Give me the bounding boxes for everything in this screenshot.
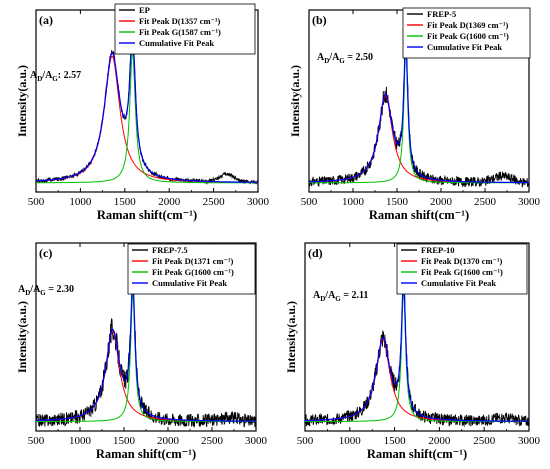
chart-svg: 500 1000 1500 2000 2500 3000 Raman shift(cm⁻¹)… (15, 242, 268, 461)
legend-label: Cumulative Fit Peak (152, 278, 227, 288)
x-axis-label: Raman shift(cm⁻¹) (369, 208, 469, 222)
x-tick-label: 2000 (158, 196, 181, 208)
panel-label: (b) (312, 13, 327, 27)
x-tick-label: 500 (28, 435, 45, 447)
legend-label: EP (139, 5, 150, 15)
plot-panel-b: 500 1000 1500 2000 2500 3000 Raman shift(cm⁻¹)… (275, 0, 550, 232)
series-cumulative-line (36, 280, 256, 422)
x-tick-label: 2000 (430, 196, 453, 208)
chart-svg: 500 1000 1500 2000 2500 3000 Raman shift(cm⁻¹)… (288, 7, 541, 222)
legend-label: Fit Peak G(1587 cm⁻¹) (139, 27, 221, 37)
legend-label: FREP-5 (427, 9, 456, 19)
x-tick-label: 1500 (384, 435, 407, 447)
x-tick-label: 1000 (69, 435, 92, 447)
legend-label: Fit Peak D(1369 cm⁻¹) (427, 20, 509, 30)
legend-label: Fit Peak G(1600 cm⁻¹) (152, 267, 234, 277)
legend-label: FREP-10 (421, 245, 455, 255)
ratio-annotation: AD/AG = 2.30 (18, 284, 74, 297)
panel-label: (d) (308, 246, 323, 260)
x-tick-label: 3000 (518, 196, 541, 208)
x-tick-label: 3000 (518, 435, 541, 447)
y-axis-label: Intensity(a.u.) (15, 301, 29, 373)
chart-svg: 500 1000 1500 2000 2500 3000 Raman shift(cm⁻¹)… (15, 3, 270, 222)
x-tick-label: 2000 (428, 435, 451, 447)
y-axis-label: Intensity(a.u.) (288, 65, 302, 137)
legend-label: Fit Peak G(1600 cm⁻¹) (427, 31, 509, 41)
x-tick-label: 3000 (245, 435, 268, 447)
chart-svg: 500 1000 1500 2000 2500 3000 Raman shift(cm⁻¹)… (284, 242, 541, 461)
ratio-annotation: AD/AG = 2.50 (317, 52, 373, 65)
x-tick-label: 2500 (203, 196, 226, 208)
x-tick-label: 2500 (474, 196, 497, 208)
legend-box (127, 243, 256, 295)
x-tick-label: 1000 (339, 435, 362, 447)
x-tick-label: 1500 (386, 196, 409, 208)
panel-label: (a) (39, 13, 53, 27)
series-data-line (304, 285, 530, 428)
legend-label: Fit Peak D(1371 cm⁻¹) (152, 256, 234, 266)
ratio-annotation: AD/AG: 2.57 (30, 70, 81, 83)
legend-box (114, 3, 256, 55)
legend-label: Fit Peak G(1600 cm⁻¹) (421, 267, 503, 277)
series-cumulative-line (304, 278, 529, 422)
x-tick-label: 1000 (69, 196, 92, 208)
plot-panel-d: 500 1000 1500 2000 2500 3000 Raman shift(cm⁻¹)… (275, 232, 550, 464)
legend-box (396, 243, 528, 295)
x-tick-label: 2500 (201, 435, 224, 447)
x-tick-label: 2000 (157, 435, 180, 447)
plot-panel-a: 500 1000 1500 2000 2500 3000 Raman shift(cm⁻¹)… (0, 0, 275, 232)
x-tick-label: 2500 (473, 435, 496, 447)
series-peak-g-line (36, 49, 258, 184)
x-axis-label: Raman shift(cm⁻¹) (97, 208, 197, 222)
legend-box (402, 7, 531, 59)
legend-label: Cumulative Fit Peak (427, 42, 502, 52)
plot-panel-c: 500 1000 1500 2000 2500 3000 Raman shift(cm⁻¹)… (0, 232, 275, 464)
legend-label: Fit Peak D(1370 cm⁻¹) (421, 256, 503, 266)
series-peak-d-line (305, 339, 529, 422)
legend-label: FREP-7.5 (152, 245, 188, 255)
panel-label: (c) (39, 246, 52, 260)
series-peak-g-line (305, 290, 529, 422)
x-tick-label: 500 (301, 196, 318, 208)
x-tick-label: 1500 (113, 435, 136, 447)
y-axis-label: Intensity(a.u.) (284, 301, 298, 373)
x-tick-label: 3000 (247, 196, 270, 208)
series-data-line (35, 277, 257, 428)
x-axis-label: Raman shift(cm⁻¹) (96, 447, 196, 461)
series-peak-g-line (309, 53, 529, 184)
legend-label: Cumulative Fit Peak (139, 38, 214, 48)
series-cumulative-line (35, 29, 258, 183)
x-tick-label: 1000 (342, 196, 365, 208)
ratio-annotation: AD/AG = 2.11 (313, 290, 368, 303)
y-axis-label: Intensity(a.u.) (15, 65, 29, 137)
legend-label: Fit Peak D(1357 cm⁻¹) (139, 16, 221, 26)
series-peak-d-line (309, 95, 529, 184)
series-cumulative-line (309, 40, 529, 184)
series-peak-g-line (36, 293, 256, 422)
x-axis-label: Raman shift(cm⁻¹) (367, 447, 467, 461)
legend-label: Cumulative Fit Peak (421, 278, 496, 288)
x-tick-label: 500 (28, 196, 45, 208)
x-tick-label: 1500 (114, 196, 137, 208)
x-tick-label: 500 (297, 435, 314, 447)
